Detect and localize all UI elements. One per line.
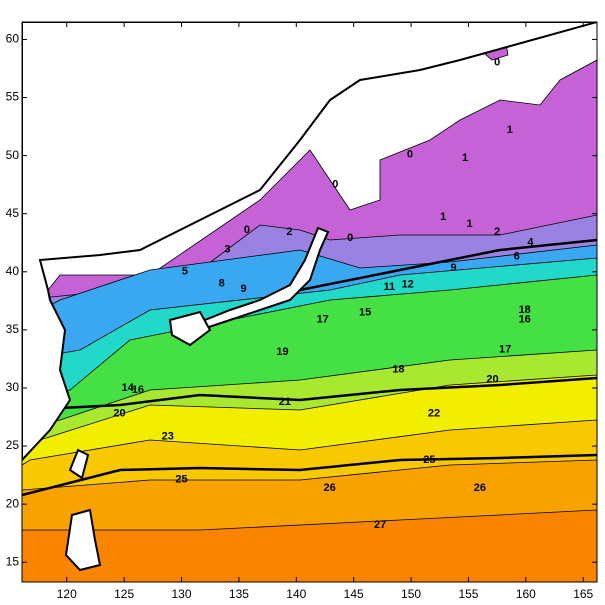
contour-label: 6 — [514, 251, 520, 263]
contour-label: 23 — [162, 431, 174, 443]
contour-label: 0 — [347, 232, 353, 244]
contour-label: 0 — [494, 57, 500, 69]
y-tick-label: 25 — [6, 438, 20, 452]
contour-label: 16 — [132, 384, 144, 396]
contour-label: 14 — [121, 382, 134, 394]
y-tick-label: 55 — [6, 90, 20, 104]
y-tick-label: 15 — [6, 554, 20, 568]
x-tick-label: 150 — [401, 587, 421, 601]
contour-label: 1 — [440, 211, 446, 223]
contour-label: 2 — [286, 226, 292, 238]
x-tick-label: 120 — [57, 587, 77, 601]
contour-label: 3 — [224, 244, 230, 256]
contour-label: 16 — [519, 313, 531, 325]
contour-label: 25 — [175, 474, 187, 486]
contour-label: 26 — [474, 482, 486, 494]
contour-label: 0 — [332, 179, 338, 191]
x-tick-label: 160 — [516, 587, 536, 601]
contour-label: 12 — [402, 278, 414, 290]
x-tick-label: 130 — [172, 587, 192, 601]
contour-label: 19 — [276, 346, 288, 358]
x-tick-label: 125 — [114, 587, 134, 601]
contour-label: 8 — [219, 277, 225, 289]
y-tick-label: 50 — [6, 148, 20, 162]
contour-label: 4 — [527, 237, 534, 249]
x-tick-label: 135 — [229, 587, 249, 601]
contour-label: 0 — [407, 148, 413, 160]
contour-label: 18 — [519, 304, 531, 316]
contour-label: 11 — [383, 281, 395, 293]
contour-label: 1 — [467, 218, 473, 230]
temperature-field — [22, 22, 597, 582]
y-tick-label: 20 — [6, 496, 20, 510]
contour-label: 5 — [182, 266, 188, 278]
x-tick-label: 140 — [286, 587, 306, 601]
land — [22, 22, 597, 572]
contour-label: 25 — [423, 454, 435, 466]
y-tick-label: 35 — [6, 322, 20, 336]
contour-label: 0 — [244, 224, 250, 236]
contour-label: 1 — [462, 152, 468, 164]
contour-label: 27 — [374, 519, 386, 531]
x-tick-label: 145 — [344, 587, 364, 601]
contour-label: 2 — [494, 226, 500, 238]
contour-label: 26 — [323, 482, 335, 494]
contour-label: 9 — [450, 262, 456, 274]
contour-label: 15 — [359, 306, 371, 318]
x-tick-label: 155 — [458, 587, 478, 601]
y-tick-label: 30 — [6, 380, 20, 394]
y-tick-label: 40 — [6, 264, 20, 278]
contour-label: 17 — [499, 344, 511, 356]
contour-label: 20 — [486, 374, 498, 386]
contour-label: 17 — [317, 313, 329, 325]
contour-label: 20 — [113, 407, 125, 419]
contour-label: 22 — [428, 407, 440, 419]
frame — [21, 21, 598, 583]
contour-label: 9 — [240, 283, 246, 295]
y-tick-label: 45 — [6, 206, 20, 220]
contour-label: 21 — [279, 396, 291, 408]
contour-label: 1 — [507, 124, 513, 136]
y-tick-label: 60 — [6, 32, 20, 46]
x-tick-label: 165 — [573, 587, 593, 601]
contour-label: 18 — [392, 363, 404, 375]
